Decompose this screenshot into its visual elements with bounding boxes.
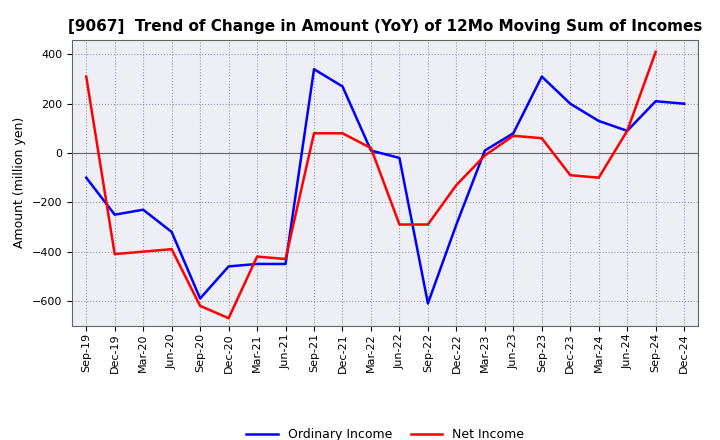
Net Income	[537, 136, 546, 141]
Ordinary Income	[253, 261, 261, 267]
Ordinary Income	[623, 128, 631, 133]
Line: Ordinary Income: Ordinary Income	[86, 69, 684, 304]
Net Income	[452, 183, 461, 188]
Net Income	[480, 153, 489, 158]
Ordinary Income	[652, 99, 660, 104]
Net Income	[652, 49, 660, 55]
Ordinary Income	[225, 264, 233, 269]
Ordinary Income	[338, 84, 347, 89]
Ordinary Income	[139, 207, 148, 213]
Ordinary Income	[566, 101, 575, 106]
Net Income	[366, 146, 375, 151]
Net Income	[253, 254, 261, 259]
Net Income	[310, 131, 318, 136]
Net Income	[423, 222, 432, 227]
Ordinary Income	[167, 229, 176, 235]
Net Income	[509, 133, 518, 139]
Ordinary Income	[366, 148, 375, 153]
Ordinary Income	[423, 301, 432, 306]
Ordinary Income	[196, 296, 204, 301]
Ordinary Income	[82, 175, 91, 180]
Ordinary Income	[282, 261, 290, 267]
Legend: Ordinary Income, Net Income: Ordinary Income, Net Income	[241, 423, 529, 440]
Ordinary Income	[537, 74, 546, 79]
Net Income	[110, 251, 119, 257]
Net Income	[225, 315, 233, 321]
Ordinary Income	[110, 212, 119, 217]
Net Income	[167, 246, 176, 252]
Y-axis label: Amount (million yen): Amount (million yen)	[13, 117, 26, 248]
Ordinary Income	[480, 148, 489, 153]
Ordinary Income	[595, 118, 603, 124]
Net Income	[566, 172, 575, 178]
Net Income	[82, 74, 91, 79]
Ordinary Income	[452, 222, 461, 227]
Net Income	[139, 249, 148, 254]
Net Income	[595, 175, 603, 180]
Line: Net Income: Net Income	[86, 52, 656, 318]
Net Income	[196, 303, 204, 308]
Net Income	[338, 131, 347, 136]
Ordinary Income	[509, 131, 518, 136]
Net Income	[395, 222, 404, 227]
Net Income	[623, 128, 631, 133]
Net Income	[282, 257, 290, 262]
Ordinary Income	[310, 66, 318, 72]
Ordinary Income	[680, 101, 688, 106]
Ordinary Income	[395, 155, 404, 161]
Title: [9067]  Trend of Change in Amount (YoY) of 12Mo Moving Sum of Incomes: [9067] Trend of Change in Amount (YoY) o…	[68, 19, 703, 34]
